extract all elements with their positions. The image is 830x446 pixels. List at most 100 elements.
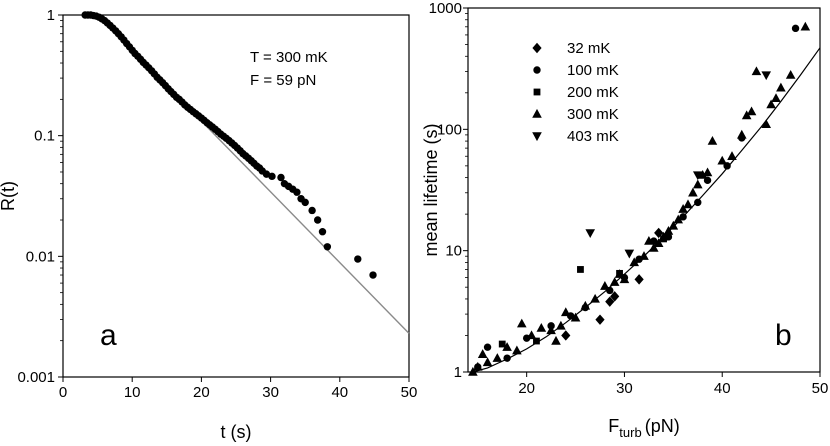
panel-a-xtick-label: 0 [59,384,67,401]
panel-a-data-point [313,216,322,224]
panel-b-ylabel: mean lifetime (s) [421,123,441,256]
panel-b-data-point [648,242,659,252]
panel-b-data-point [482,357,493,367]
panel-a-data-point [369,271,377,279]
panel-b-data-point [688,187,698,197]
panel-b-data-point [639,251,649,260]
panel-b-data-point [624,249,635,259]
panel-b: 20 30 40 50 1 10 100 1000 32 mK 100 mK 200 mK 300 … [421,0,828,440]
panel-a-ylabel: R(t) [0,181,18,211]
panel-b-ytick-label: 100 [437,121,462,138]
panel-b-legend: 32 mK 100 mK 200 mK 300 mK 403 mK [532,40,619,145]
panel-b-data-point [785,69,796,79]
panel-b-data-point [526,330,537,340]
panel-b-data-point [727,151,737,160]
panel-a-plot-area [62,14,410,378]
panel-b-data-point [492,353,503,362]
panel-b-data-point [619,274,630,284]
panel-b-data-point [717,155,728,165]
panel-b-data-point [551,335,561,345]
panel-b-ytick-label: 10 [445,243,462,260]
panel-b-data-point [560,307,571,317]
panel-b-points [468,21,811,376]
panel-b-plot-area [467,7,821,373]
panel-b-data-point [502,342,512,351]
panel-a-xtick-label: 50 [401,384,418,401]
panel-a-annotation-temperature: T = 300 mK [250,49,328,66]
panel-b-xlabel-unit: (pN) [645,416,680,436]
panel-b-data-point [776,82,786,92]
panel-b-legend-marker [532,42,542,54]
panel-b-ytick-label: 1000 [429,0,462,17]
panel-b-data-point [791,24,800,33]
panel-b-data-point [766,99,776,109]
panel-b-data-point [653,238,664,248]
panel-b-legend-label: 100 mK [567,62,619,79]
panel-b-xlabel-subscript: turb [619,425,641,440]
panel-b-label: b [775,319,792,352]
panel-a-xtick-label: 20 [193,384,210,401]
panel-b-data-point [477,349,488,358]
panel-a-data-point [262,170,271,178]
panel-b-data-point [668,220,679,230]
panel-b-data-point [512,345,522,355]
panel-b-data-point [707,135,718,145]
panel-b-data-point [771,93,781,103]
panel-b-data-point [580,300,591,310]
panel-b-data-point [483,343,492,351]
panel-b-data-point [679,213,687,221]
panel-b-legend-label: 32 mK [567,40,610,57]
panel-b-data-point [561,330,571,341]
panel-b-data-point [536,323,547,332]
panel-b-legend-marker [532,132,542,142]
panel-a-xtick-label: 40 [331,384,348,401]
panel-b-data-point [472,361,483,371]
panel-b-legend-marker [533,88,541,96]
panel-a-data-point [301,198,309,207]
panel-b-data-point [654,227,664,239]
panel-b-data-point [663,225,674,235]
panel-b-legend-marker [532,108,542,118]
panel-b-xtick-label: 40 [714,380,731,397]
panel-b-data-point [610,291,620,302]
panel-b-data-point [609,277,620,286]
panel-b-ticks: 20 30 40 50 1 10 100 1000 [429,0,829,397]
panel-b-data-point [570,312,581,322]
panel-b-data-point [503,354,511,362]
panel-b-data-point [533,337,540,345]
panel-b-data-point [556,320,566,330]
panel-b-data-point [605,296,615,307]
panel-a-data-point [277,173,285,182]
panel-b-legend-label: 300 mK [567,106,619,123]
panel-a-points [81,11,377,279]
panel-b-data-point [590,293,600,303]
panel-b-data-point [498,340,506,348]
panel-b-data-point [692,171,703,181]
panel-a-data-point [293,188,301,196]
panel-b-data-point [644,235,654,245]
panel-a-ticks: 0 10 20 30 40 50 0.001 0.01 0.1 1 [17,7,417,401]
panel-b-data-point [694,198,702,207]
panel-b-data-point [692,179,703,189]
panel-b-legend-label: 200 mK [567,84,619,101]
panel-a-xtick-label: 30 [262,384,279,401]
panel-b-data-point [741,110,752,120]
panel-a-ytick-label: 1 [47,7,55,24]
panel-b-data-point [683,199,693,209]
panel-b-xtick-label: 50 [812,380,829,397]
panel-b-data-point [516,318,527,328]
panel-a-data-point [318,228,327,236]
panel-b-xlabel-main: F [608,416,619,436]
panel-b-data-point [546,325,556,335]
panel-b-data-point [746,106,757,116]
panel-b-data-point [634,274,644,285]
panel-a-annotation-force: F = 59 pN [250,72,316,89]
panel-b-xtick-label: 20 [518,380,535,397]
panel-a-ytick-label: 0.01 [26,248,55,265]
panel-b-data-point [577,266,584,273]
panel-b-data-point [761,71,772,81]
panel-b-data-point [697,169,708,179]
panel-b-fit-curve [472,47,821,373]
panel-b-xlabel: Fturb (pN) [608,416,679,440]
